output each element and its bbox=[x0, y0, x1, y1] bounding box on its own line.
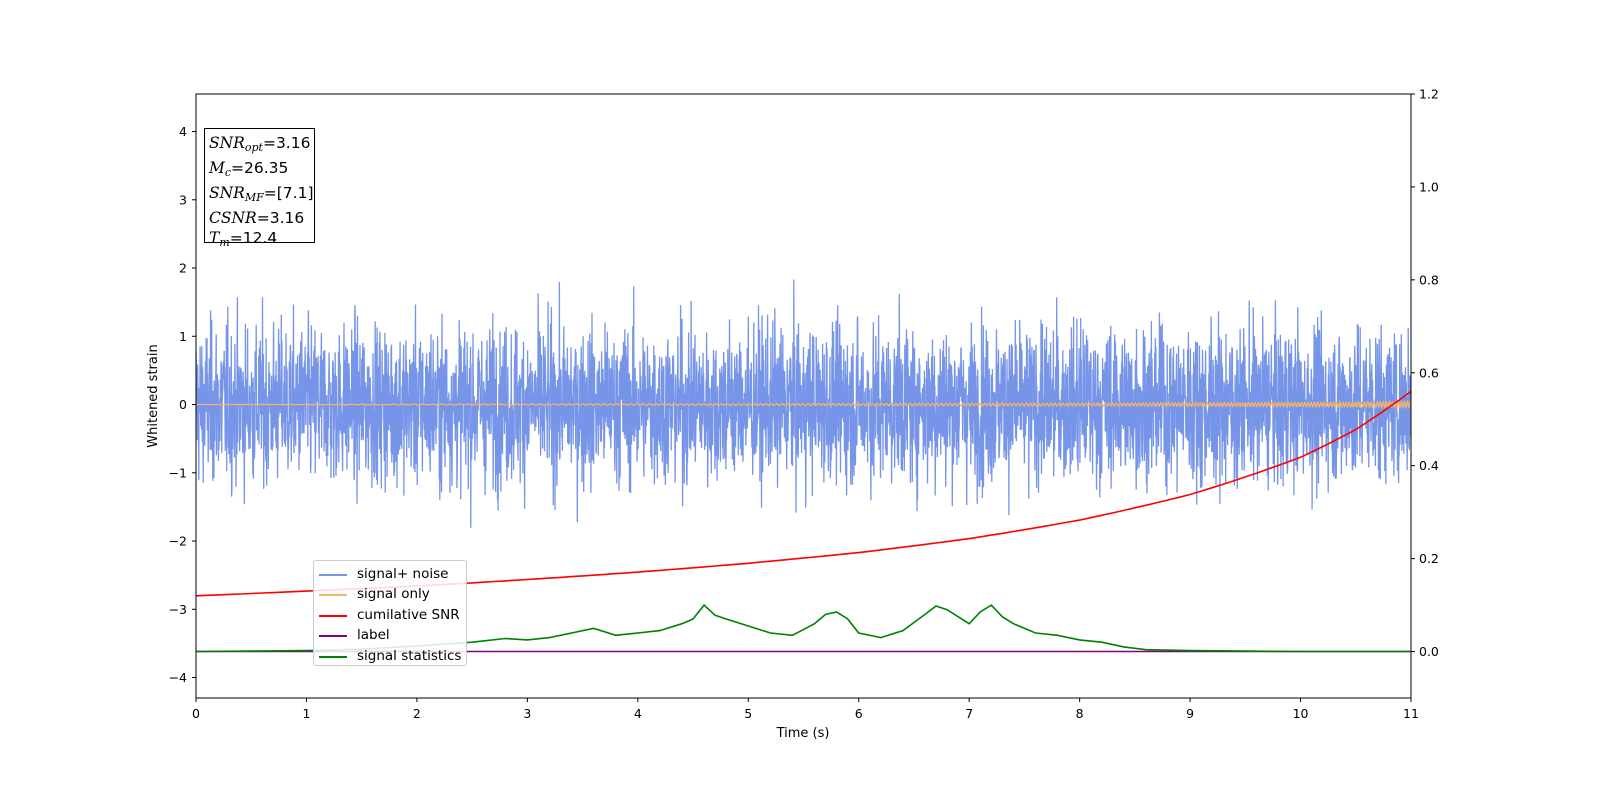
x-tick-label: 2 bbox=[413, 706, 421, 721]
stats-box: SNRopt=3.16 Mc=26.35 SNRMF=[7.1] CSNR=3.… bbox=[204, 128, 315, 249]
signal-only-line bbox=[196, 399, 1412, 410]
y-tick-label: −3 bbox=[169, 602, 187, 617]
legend-item: cumilative SNR bbox=[314, 605, 466, 625]
legend-swatch bbox=[319, 574, 347, 576]
x-tick-label: 5 bbox=[744, 706, 752, 721]
y2-tick-label: 0.6 bbox=[1419, 365, 1439, 380]
y-tick-label: 0 bbox=[179, 397, 187, 412]
legend-item: signal+ noise bbox=[314, 564, 466, 584]
legend: signal+ noise signal only cumilative SNR… bbox=[313, 560, 467, 666]
legend-item: signal statistics bbox=[314, 646, 466, 666]
x-axis: 0 1 2 3 4 5 6 7 8 9 10 11 bbox=[192, 698, 1419, 721]
legend-swatch bbox=[319, 614, 347, 617]
x-tick-label: 0 bbox=[192, 706, 200, 721]
signal-statistics-line bbox=[195, 603, 1411, 653]
y-tick-label: 4 bbox=[179, 124, 187, 139]
y2-tick-label: 0.0 bbox=[1419, 644, 1439, 659]
legend-label: signal+ noise bbox=[357, 566, 449, 582]
legend-label: signal only bbox=[357, 586, 430, 603]
plot-frame bbox=[195, 93, 1412, 699]
snr-opt-stat: SNRopt=3.16 bbox=[209, 134, 311, 154]
legend-label: cumilative SNR bbox=[357, 606, 460, 623]
legend-swatch bbox=[319, 655, 347, 658]
signal-noise-line bbox=[195, 279, 1412, 528]
y2-tick-label: 1.2 bbox=[1419, 87, 1439, 102]
x-tick-label: 4 bbox=[634, 706, 642, 721]
x-tick-label: 10 bbox=[1293, 706, 1309, 721]
x-tick-label: 6 bbox=[855, 706, 863, 721]
x-tick-label: 9 bbox=[1186, 706, 1194, 721]
y-tick-label: −2 bbox=[169, 534, 187, 549]
legend-item: label bbox=[314, 625, 466, 645]
legend-label: signal statistics bbox=[357, 647, 462, 664]
csnr-stat: CSNR=3.16 bbox=[209, 209, 305, 227]
x-tick-label: 8 bbox=[1076, 706, 1084, 721]
y-axis-label: Whitened strain bbox=[146, 344, 161, 447]
x-tick-label: 11 bbox=[1403, 706, 1419, 721]
snr-mf-stat: SNRMF=[7.1] bbox=[209, 184, 314, 204]
x-axis-label: Time (s) bbox=[776, 726, 830, 741]
y-tick-label: −1 bbox=[169, 465, 187, 480]
tm-stat: Tm=12.4 bbox=[209, 229, 278, 249]
y-tick-label: 1 bbox=[179, 329, 187, 344]
legend-label: label bbox=[357, 627, 390, 644]
legend-swatch bbox=[319, 594, 347, 597]
x-tick-label: 7 bbox=[965, 706, 973, 721]
y-axis-right: 0.0 0.2 0.4 0.6 0.8 1.0 1.2 bbox=[1411, 87, 1439, 659]
legend-swatch bbox=[319, 635, 347, 638]
legend-item: signal only bbox=[314, 584, 466, 604]
y2-tick-label: 1.0 bbox=[1419, 179, 1439, 194]
y-tick-label: 3 bbox=[179, 192, 187, 207]
mc-stat: Mc=26.35 bbox=[209, 159, 289, 179]
y2-tick-label: 0.8 bbox=[1419, 272, 1439, 287]
y2-tick-label: 0.4 bbox=[1419, 458, 1439, 473]
x-tick-label: 1 bbox=[302, 706, 310, 721]
x-tick-label: 3 bbox=[523, 706, 531, 721]
y-tick-label: −4 bbox=[169, 670, 187, 685]
y-axis-left: −4 −3 −2 −1 0 1 2 3 4 bbox=[169, 124, 196, 685]
y2-tick-label: 0.2 bbox=[1419, 551, 1439, 566]
y-tick-label: 2 bbox=[179, 261, 187, 276]
